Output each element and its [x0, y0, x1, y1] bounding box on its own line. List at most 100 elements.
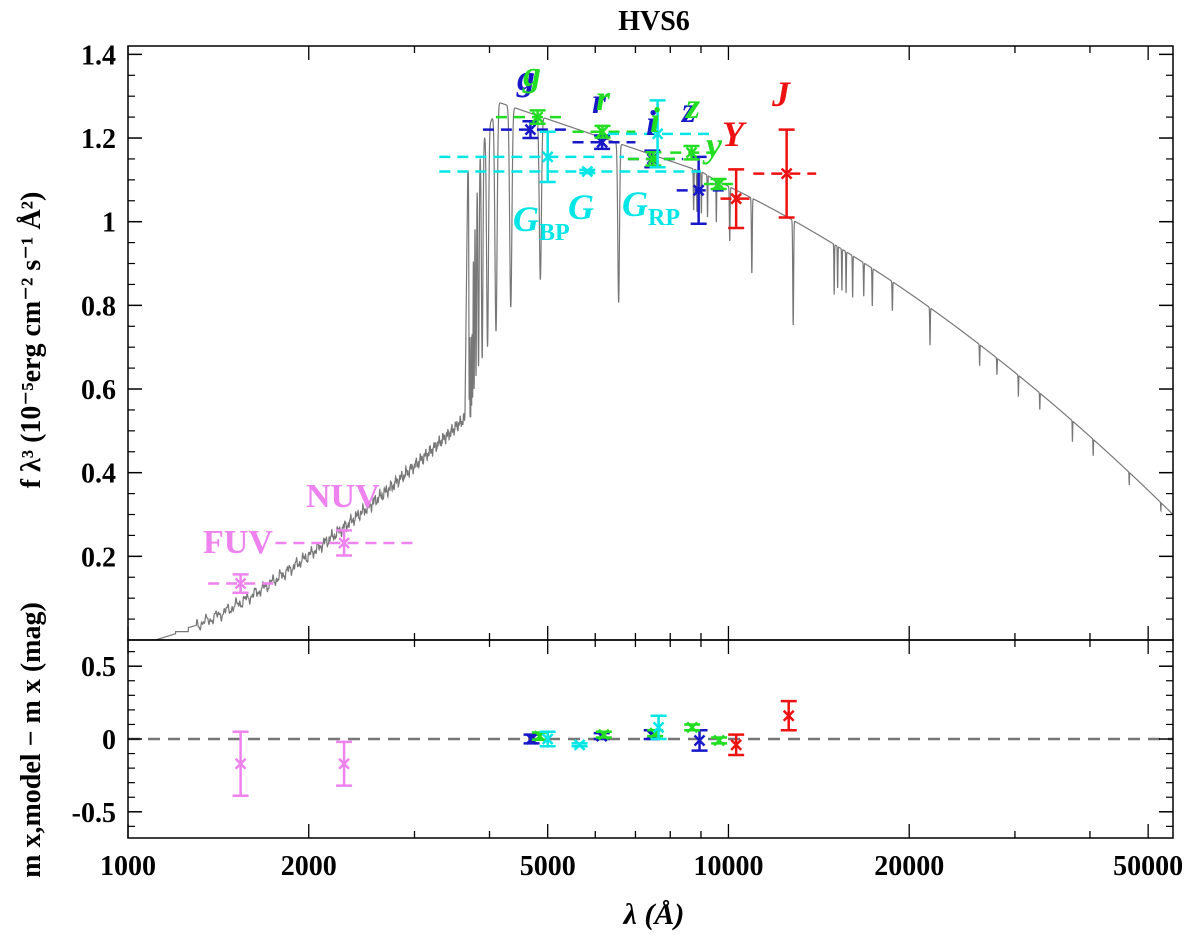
- data-marker: [693, 734, 706, 747]
- band-label-text: z: [680, 90, 696, 130]
- data-marker: [581, 165, 594, 178]
- data-marker: [652, 721, 665, 734]
- band-label: r: [596, 78, 611, 118]
- band-label: G: [568, 187, 594, 227]
- residual-point: [336, 740, 353, 787]
- photometry-point: [439, 165, 701, 178]
- y-tick-label: 0.5: [81, 652, 116, 683]
- data-marker: [686, 721, 699, 734]
- residual-panel: -0.5 0 0.5 1000 2000 5000 10000 20000 50000: [72, 639, 1183, 882]
- y-tick-label: 1: [102, 208, 116, 239]
- photometry-point: [753, 128, 817, 219]
- photometry-point: [703, 177, 737, 191]
- band-label: g: [522, 54, 541, 94]
- band-label-text: g: [522, 54, 541, 94]
- data-marker: [780, 167, 793, 180]
- data-marker: [234, 757, 247, 770]
- data-marker: [338, 537, 350, 549]
- band-label-text: i: [650, 100, 660, 140]
- band-label: z: [680, 90, 696, 130]
- x-tick-label: 10000: [693, 851, 763, 882]
- residual-point: [539, 730, 556, 748]
- data-marker: [541, 733, 554, 745]
- data-marker: [596, 125, 609, 138]
- band-label: y: [702, 125, 723, 165]
- residual-point: [650, 714, 667, 741]
- residual-point: [232, 730, 249, 798]
- band-label-text: Y: [722, 114, 747, 154]
- x-tick-label: 50000: [1113, 851, 1183, 882]
- photometry-point: [482, 120, 573, 140]
- band-label: i: [646, 103, 656, 143]
- x-axis-label: λ (Å): [622, 898, 685, 931]
- band-label: i: [650, 100, 660, 140]
- data-marker: [596, 136, 608, 149]
- data-marker: [651, 127, 664, 140]
- data-marker: [234, 577, 247, 590]
- band-label-text: i: [646, 103, 656, 143]
- photometry-point: [572, 124, 636, 139]
- band-label-text: r: [592, 81, 607, 121]
- data-marker: [692, 184, 705, 197]
- band-label-text: y: [702, 125, 723, 165]
- band-label-subscript: BP: [539, 220, 570, 246]
- data-marker: [713, 734, 726, 747]
- band-label-text: z: [684, 86, 700, 126]
- data-marker: [730, 738, 743, 751]
- band-label: GBP: [513, 199, 570, 246]
- band-label-text: G: [622, 184, 648, 224]
- y-axis-label-sed: f λ³ (10⁻⁵erg cm⁻² s⁻¹ Å²): [16, 192, 47, 489]
- y-tick-label: 1.2: [81, 124, 116, 155]
- chart-title: HVS6: [618, 6, 690, 37]
- band-label-subscript: RP: [648, 205, 680, 231]
- band-label-text: g: [516, 58, 535, 98]
- y-tick-label: 0: [102, 725, 116, 756]
- residual-point: [684, 721, 701, 734]
- band-label: g: [516, 58, 535, 98]
- residual-point: [595, 728, 612, 741]
- y-tick-label: 0.6: [81, 375, 116, 406]
- band-label-text: G: [513, 199, 539, 239]
- data-marker: [525, 733, 538, 745]
- data-marker: [685, 146, 698, 159]
- photometry-point: [208, 573, 280, 594]
- data-marker: [541, 150, 554, 163]
- band-label: NUV: [306, 478, 380, 515]
- photometry-point: [607, 99, 716, 169]
- band-label-text: FUV: [203, 524, 273, 561]
- data-marker: [597, 728, 610, 741]
- band-label-text: J: [771, 74, 791, 114]
- data-marker: [338, 757, 350, 770]
- band-label-text: NUV: [306, 478, 380, 515]
- residual-point: [523, 733, 540, 745]
- photometry-point: [275, 529, 415, 557]
- photometry-point: [439, 130, 625, 184]
- y-tick-label: -0.5: [72, 798, 116, 829]
- y-axis-label-residuals: m x,model − m x (mag): [16, 602, 47, 878]
- x-tick-label: 20000: [874, 851, 944, 882]
- band-label: Y: [722, 114, 747, 154]
- x-tick-label: 5000: [520, 851, 576, 882]
- band-label-text: r: [596, 78, 611, 118]
- residual-point: [728, 733, 745, 757]
- y-tick-label: 0.2: [81, 542, 116, 573]
- band-label: GRP: [622, 184, 680, 231]
- x-tick-label: 2000: [281, 851, 337, 882]
- data-marker: [531, 111, 544, 123]
- band-label-text: G: [568, 187, 594, 227]
- photometry-point: [670, 144, 713, 161]
- model-spectrum-line: [128, 102, 1173, 640]
- data-marker: [712, 178, 725, 190]
- photometry-point: [495, 109, 568, 126]
- band-label: z: [684, 86, 700, 126]
- y-tick-label: 1.4: [81, 40, 116, 71]
- data-marker: [573, 738, 586, 751]
- residual-point: [571, 738, 588, 751]
- data-marker: [730, 192, 743, 205]
- residual-point: [711, 734, 728, 747]
- data-marker: [782, 709, 795, 722]
- band-label: J: [771, 74, 791, 114]
- residual-point: [780, 699, 797, 732]
